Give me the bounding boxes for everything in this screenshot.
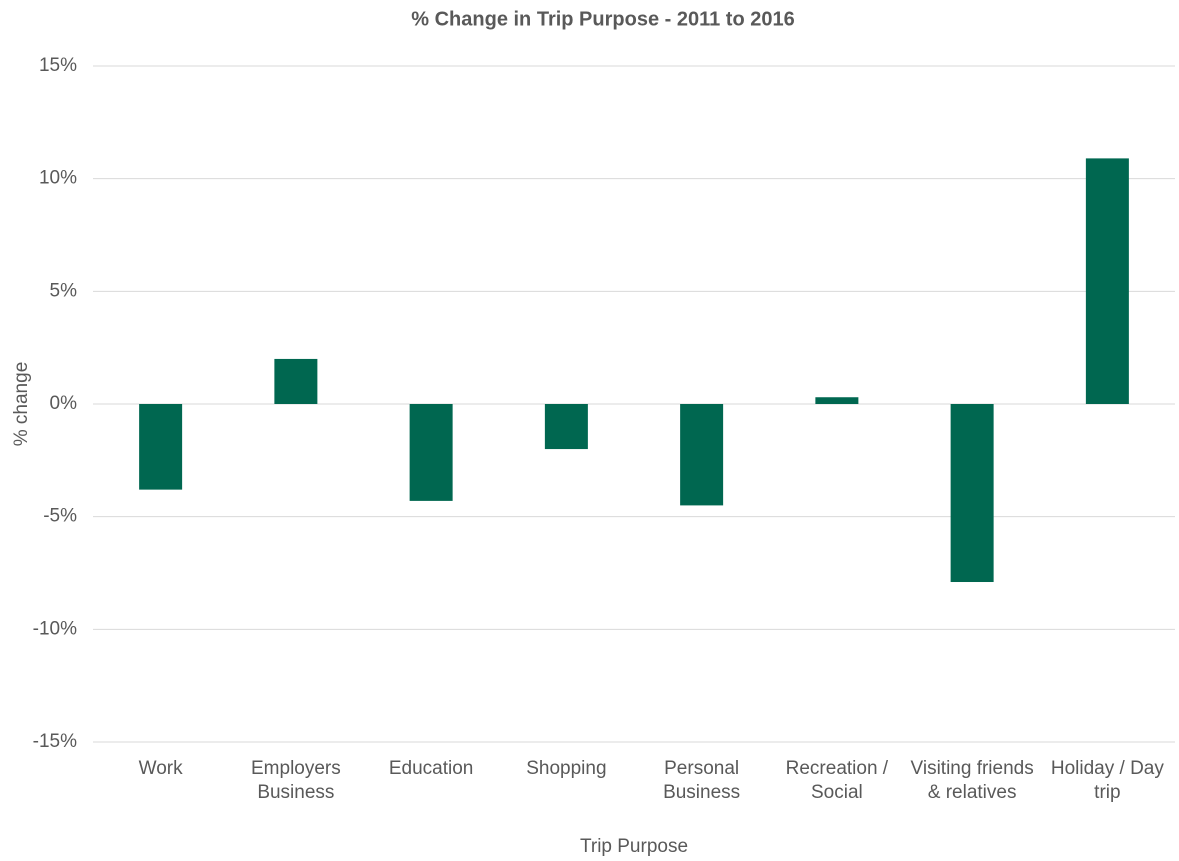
bar [274,358,318,404]
x-tick-label: Visiting friends & relatives [910,758,1034,803]
x-tick-label: Personal Business [663,758,741,803]
y-tick-label: 15% [39,55,77,76]
bar [409,404,453,501]
y-tick-label: -10% [33,618,77,639]
x-tick-label: Recreation / Social [785,758,889,803]
bar [139,404,183,490]
x-axis-title: Trip Purpose [580,836,688,857]
bar [680,404,724,506]
bar [544,404,588,450]
y-tick-label: 0% [50,393,78,414]
x-tick-label: Education [388,758,474,779]
x-tick-label: Holiday / Day trip [1050,758,1164,803]
x-tick-label: Shopping [526,758,607,779]
y-tick-label: -5% [43,506,77,527]
bar [815,397,859,404]
bar [1085,158,1129,404]
x-tick-label: Work [138,758,183,779]
y-tick-label: -15% [33,731,77,752]
chart-title: % Change in Trip Purpose - 2011 to 2016 [411,8,794,30]
y-tick-label: 10% [39,168,77,189]
y-axis-title: % change [11,362,32,447]
x-tick-label: Employers Business [251,758,341,803]
y-tick-label: 5% [50,280,78,301]
bar [950,404,994,583]
